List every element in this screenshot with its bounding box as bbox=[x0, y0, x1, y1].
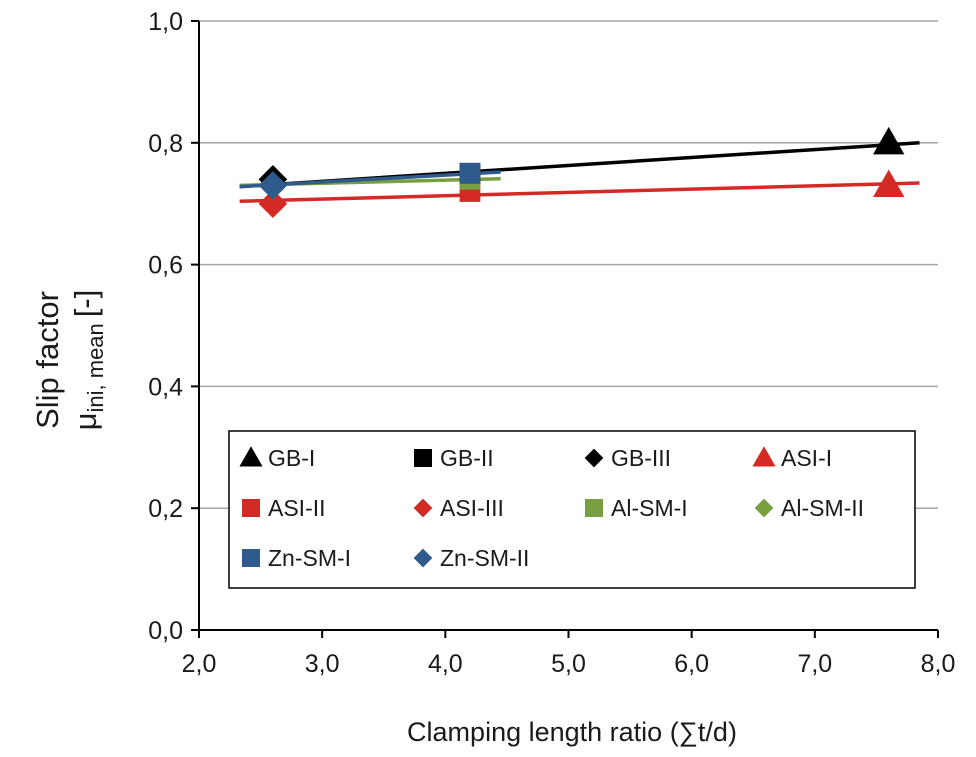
y-axis-subscript: ini, mean bbox=[83, 323, 108, 412]
legend-marker-zn-sm-ii bbox=[413, 548, 433, 568]
legend-marker-gb-ii bbox=[414, 449, 432, 467]
legend-marker-asi-ii bbox=[242, 499, 260, 517]
legend-label-gb-ii: GB-II bbox=[440, 445, 494, 471]
point-zn-sm-ii-0 bbox=[258, 171, 288, 200]
y-axis-title-line1: Slip factor bbox=[30, 291, 65, 429]
legend-marker-al-sm-i bbox=[585, 499, 603, 517]
legend-marker-gb-iii bbox=[584, 448, 604, 468]
x-tick-label-1: 3,0 bbox=[305, 650, 340, 678]
legend-label-gb-i: GB-I bbox=[268, 445, 315, 471]
y-tick-label-5: 1,0 bbox=[148, 8, 183, 36]
x-tick-label-5: 7,0 bbox=[797, 650, 832, 678]
legend-label-al-sm-i: Al-SM-I bbox=[611, 495, 688, 521]
y-axis-symbol: μ bbox=[68, 412, 103, 430]
trendline-asi bbox=[239, 181, 920, 204]
legend-label-asi-i: ASI-I bbox=[781, 445, 832, 471]
x-tick-label-0: 2,0 bbox=[182, 650, 217, 678]
data-points bbox=[258, 126, 905, 218]
y-axis-title: Slip factor μini, mean [-] bbox=[30, 290, 108, 431]
legend-marker-zn-sm-i bbox=[242, 549, 260, 567]
y-axis-unit: [-] bbox=[68, 290, 103, 318]
axes bbox=[191, 20, 939, 638]
y-tick-label-0: 0,0 bbox=[148, 617, 183, 645]
point-gb-i-0 bbox=[873, 126, 905, 155]
x-tick-label-2: 4,0 bbox=[428, 650, 463, 678]
x-tick-label-4: 6,0 bbox=[674, 650, 709, 678]
x-tick-label-3: 5,0 bbox=[551, 650, 586, 678]
legend-label-gb-iii: GB-III bbox=[611, 445, 671, 471]
x-tick-label-6: 8,0 bbox=[921, 650, 956, 678]
y-tick-label-2: 0,4 bbox=[148, 373, 183, 401]
legend-marker-asi-iii bbox=[413, 498, 433, 518]
y-axis-title-line2: μini, mean [-] bbox=[68, 290, 108, 431]
tick-labels: 0,0 0,2 0,4 0,6 0,8 1,0 2,0 3,0 4,0 5,0 6,0 7,0 8,0 bbox=[148, 8, 955, 678]
y-tick-label-4: 0,8 bbox=[148, 130, 183, 158]
legend: GB-I GB-II GB-III ASI-I ASI-II ASI-III Al-SM-I… bbox=[228, 430, 916, 589]
legend-items: GB-I GB-II GB-III ASI-I ASI-II ASI-III Al-SM-I… bbox=[239, 445, 864, 571]
legend-marker-al-sm-ii bbox=[754, 498, 774, 518]
legend-label-zn-sm-ii: Zn-SM-II bbox=[440, 545, 529, 571]
legend-box bbox=[228, 430, 916, 589]
point-asi-iii-0 bbox=[258, 189, 288, 218]
legend-marker-gb-i bbox=[239, 446, 263, 467]
y-tick-label-1: 0,2 bbox=[148, 495, 183, 523]
point-asi-i-0 bbox=[873, 169, 905, 197]
legend-label-asi-iii: ASI-III bbox=[440, 495, 504, 521]
legend-marker-asi-i bbox=[752, 446, 776, 467]
point-zn-sm-i-0 bbox=[459, 162, 481, 184]
legend-label-asi-ii: ASI-II bbox=[268, 495, 326, 521]
legend-label-al-sm-ii: Al-SM-II bbox=[781, 495, 864, 521]
y-tick-label-3: 0,6 bbox=[148, 252, 183, 280]
trendlines bbox=[239, 141, 920, 204]
legend-label-zn-sm-i: Zn-SM-I bbox=[268, 545, 351, 571]
x-axis-title: Clamping length ratio (∑t/d) bbox=[407, 717, 737, 747]
